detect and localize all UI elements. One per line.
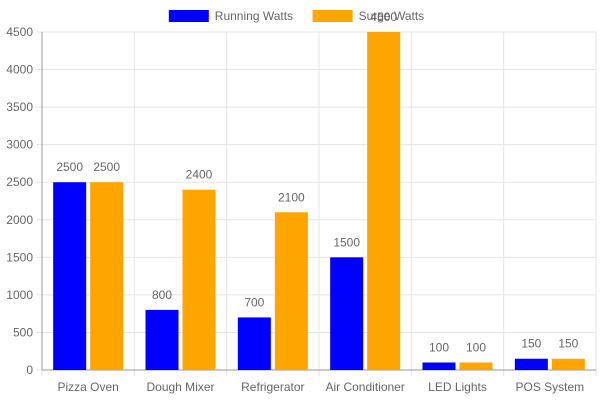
- legend-label[interactable]: Surge Watts: [359, 9, 425, 23]
- bar-running-watts[interactable]: [514, 358, 548, 370]
- data-label: 2500: [56, 160, 83, 174]
- legend-swatch[interactable]: [168, 10, 209, 22]
- y-tick-label: 4500: [6, 25, 33, 39]
- data-label: 4500: [370, 10, 397, 24]
- x-category-label: Refrigerator: [241, 380, 304, 394]
- x-category-label: POS System: [515, 380, 584, 394]
- y-tick-label: 2500: [6, 175, 33, 189]
- y-tick-label: 4000: [6, 63, 33, 77]
- y-tick-label: 500: [13, 325, 33, 339]
- data-label: 100: [429, 340, 449, 354]
- bars: [53, 32, 585, 370]
- legend-swatch[interactable]: [312, 10, 353, 22]
- data-label: 2400: [186, 168, 213, 182]
- bar-running-watts[interactable]: [330, 257, 364, 370]
- legend-label[interactable]: Running Watts: [215, 9, 293, 23]
- bar-surge-watts[interactable]: [459, 362, 493, 370]
- x-category-label: Air Conditioner: [325, 380, 404, 394]
- data-label: 2500: [93, 160, 120, 174]
- bar-surge-watts[interactable]: [367, 32, 401, 370]
- bar-surge-watts[interactable]: [551, 358, 585, 370]
- legend[interactable]: Running Watts Surge Watts: [168, 9, 425, 23]
- bar-surge-watts[interactable]: [90, 182, 124, 370]
- data-label: 2100: [278, 190, 305, 204]
- x-category-label: Dough Mixer: [146, 380, 214, 394]
- data-labels: 2500 800 700 1500 100 150 2500 2400 2100 4500 100 1…: [56, 10, 578, 354]
- data-label: 700: [244, 295, 264, 309]
- bar-running-watts[interactable]: [422, 362, 456, 370]
- y-tick-label: 3500: [6, 100, 33, 114]
- data-label: 150: [521, 337, 541, 351]
- bar-surge-watts[interactable]: [274, 212, 308, 370]
- data-label: 150: [558, 337, 578, 351]
- y-tick-label: 0: [26, 363, 33, 377]
- bar-running-watts[interactable]: [237, 317, 271, 370]
- y-tick-label: 3000: [6, 138, 33, 152]
- axes: 0 500 1000 1500 2000 2500 3000 3500 4000 4500 Pizz…: [6, 25, 596, 394]
- data-label: 1500: [333, 235, 360, 249]
- x-category-label: LED Lights: [428, 380, 487, 394]
- y-tick-label: 1500: [6, 250, 33, 264]
- data-label: 100: [466, 340, 486, 354]
- x-category-label: Pizza Oven: [57, 380, 118, 394]
- data-label: 800: [152, 288, 172, 302]
- y-tick-label: 2000: [6, 213, 33, 227]
- y-tick-label: 1000: [6, 288, 33, 302]
- bar-running-watts[interactable]: [145, 309, 179, 370]
- bar-surge-watts[interactable]: [182, 189, 216, 370]
- bar-running-watts[interactable]: [53, 182, 87, 370]
